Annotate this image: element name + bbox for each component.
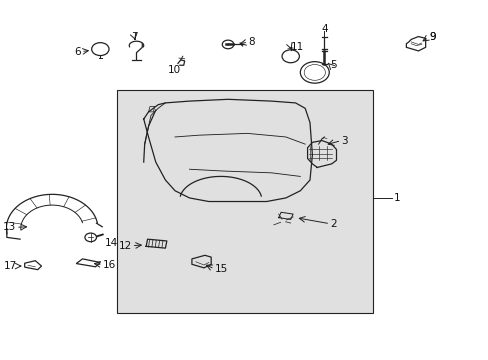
Text: 13: 13 [3, 222, 16, 232]
Text: 2: 2 [329, 219, 336, 229]
Bar [117, 90, 372, 313]
Text: 8: 8 [248, 37, 254, 47]
Text: 6: 6 [74, 46, 81, 57]
Text: 15: 15 [214, 264, 227, 274]
Text: 9: 9 [428, 32, 435, 41]
Text: 11: 11 [290, 42, 304, 52]
Text: 17: 17 [4, 261, 17, 271]
Text: 4: 4 [321, 24, 327, 34]
Text: 14: 14 [105, 238, 118, 248]
Text: 1: 1 [393, 193, 400, 203]
Text: 7: 7 [130, 32, 137, 41]
Text: 5: 5 [329, 60, 336, 70]
Text: 3: 3 [341, 136, 347, 145]
Text: 9: 9 [428, 32, 435, 41]
Text: 12: 12 [118, 240, 131, 251]
Text: 10: 10 [167, 64, 180, 75]
Text: 16: 16 [102, 260, 116, 270]
